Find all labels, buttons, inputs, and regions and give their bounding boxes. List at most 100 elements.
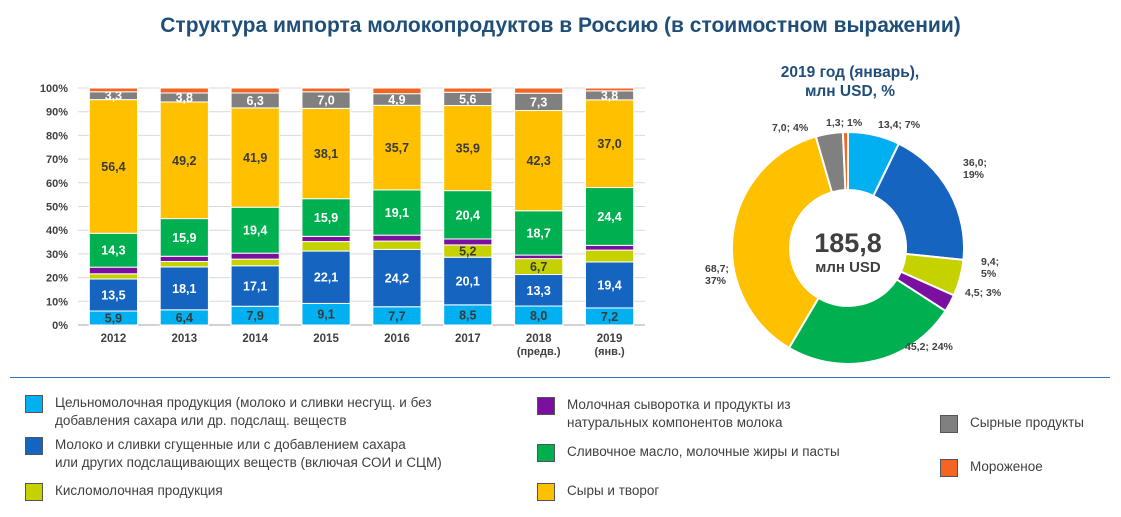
donut-label-cheese_products: 7,0; 4%	[772, 122, 809, 134]
x-tick-label-2012: 2012	[101, 333, 127, 345]
x-tick-label-2018: 2018	[526, 333, 552, 345]
x-tick-label-2017: 2017	[455, 333, 481, 345]
data-label-whole-2018: 8,0	[530, 309, 547, 323]
data-label-butter-2018: 18,7	[527, 226, 551, 240]
bar-segment-whey-2014	[230, 252, 280, 260]
data-label-whole-2016: 7,7	[388, 309, 405, 323]
legend-label-cheese-products: Сырные продукты	[970, 415, 1084, 430]
y-tick-label: 80%	[46, 130, 68, 142]
legend-swatch-whole	[25, 395, 43, 413]
donut-label-cheese: 68,7; 37%	[705, 263, 729, 287]
data-label-cheese-2018: 42,3	[527, 154, 551, 168]
x-tick-sublabel-2018: (предв.)	[517, 346, 561, 358]
data-label-cheese_products-2016: 4,9	[388, 93, 405, 107]
legend-swatch-whey	[537, 397, 555, 415]
bar-segment-condensed-2018	[514, 274, 564, 307]
bar-segment-ice_cream-2012	[88, 87, 139, 93]
legend-item-cheese-products: Сырные продукты	[940, 414, 1084, 433]
bar-segment-butter-2015	[301, 198, 351, 237]
bar-segment-ice_cream-2013	[159, 87, 209, 94]
data-label-cheese-2014: 41,9	[243, 151, 267, 165]
legend-item-condensed: Молоко и сливки сгущенные или с добавлен…	[25, 436, 442, 472]
y-tick-label: 20%	[46, 273, 68, 285]
y-tick-label: 100%	[40, 83, 68, 95]
data-label-whole-2014: 7,9	[246, 309, 263, 323]
y-tick-label: 30%	[46, 249, 68, 261]
data-label-cheese-2015: 38,1	[314, 147, 338, 161]
bar-segment-whey-2018	[514, 254, 564, 260]
bar-segment-cheese-2012	[88, 99, 139, 234]
bar-segment-sour-2013	[159, 260, 209, 268]
bar-segment-condensed-2012	[88, 278, 139, 312]
donut-center-value: 185,8	[814, 228, 882, 258]
data-label-condensed-2017: 20,1	[456, 275, 480, 289]
data-label-whole-2019: 7,2	[601, 310, 618, 324]
bar-segment-butter-2013	[159, 218, 209, 257]
donut-slice-ice_cream	[841, 130, 849, 192]
data-label-cheese_products-2019: 3,8	[601, 89, 618, 103]
y-tick-label: 10%	[46, 296, 68, 308]
legend-item-butter: Сливочное масло, молочные жиры и пасты	[537, 443, 840, 462]
bar-segment-condensed-2017	[443, 256, 493, 306]
x-tick-label-2019: 2019	[597, 333, 623, 345]
y-tick-label: 40%	[46, 225, 68, 237]
bar-segment-sour-2014	[230, 258, 280, 267]
bar-segment-cheese-2017	[443, 105, 493, 192]
data-label-butter-2016: 19,1	[385, 206, 409, 220]
data-label-cheese_products-2017: 5,6	[459, 92, 476, 106]
bar-segment-butter-2016	[372, 189, 422, 236]
data-label-cheese-2017: 35,9	[456, 142, 480, 156]
data-label-cheese_products-2013: 3,8	[176, 91, 193, 105]
data-label-whole-2013: 6,4	[176, 311, 193, 325]
x-tick-sublabel-2019: (янв.)	[594, 346, 625, 358]
donut-label-whey: 4,5; 3%	[965, 287, 1002, 299]
bar-segment-sour-2019	[584, 249, 635, 263]
legend-swatch-cheese-products	[940, 415, 958, 433]
legend-divider	[10, 377, 1110, 378]
data-label-cheese-2019: 37,0	[597, 137, 621, 151]
bar-segment-cheese-2014	[230, 107, 280, 208]
y-tick-label: 0%	[52, 320, 68, 332]
y-tick-label: 50%	[46, 202, 68, 214]
legend-swatch-condensed	[25, 437, 43, 455]
bar-segment-sour-2012	[88, 273, 139, 280]
bar-segment-ice_cream-2017	[443, 87, 493, 93]
bar-segment-whey-2013	[159, 255, 209, 262]
bar-segment-whey-2016	[372, 234, 422, 242]
data-label-sour-2018: 6,7	[530, 260, 547, 274]
bar-segment-cheese-2015	[301, 107, 351, 200]
donut-label-ice_cream: 1,3; 1%	[826, 117, 863, 129]
donut-label-whole: 13,4; 7%	[878, 119, 921, 131]
legend-item-sour: Кисломолочная продукция	[25, 482, 223, 501]
legend: Цельномолочная продукция (молоко и сливк…	[0, 380, 1121, 517]
bar-segment-whey-2017	[443, 238, 493, 246]
x-tick-label-2013: 2013	[172, 333, 198, 345]
data-label-cheese_products-2014: 6,3	[246, 94, 263, 108]
y-tick-label: 70%	[46, 154, 68, 166]
data-label-whole-2012: 5,9	[105, 312, 122, 326]
data-label-sour-2017: 5,2	[459, 245, 476, 259]
chart-title: Структура импорта молокопродуктов в Росс…	[160, 14, 961, 37]
legend-label-whey: Молочная сыворотка и продукты из натурал…	[567, 397, 791, 430]
bar-segment-sour-2016	[372, 240, 422, 250]
legend-item-whole: Цельномолочная продукция (молоко и сливк…	[25, 394, 432, 430]
donut-title-line1: 2019 год (январь),	[780, 64, 920, 81]
stacked-bar-chart: 0% 10% 20% 30% 40% 50% 60% 70% 80% 90% 100% 5,9 13,5…	[40, 83, 645, 358]
bar-segment-cheese-2018	[514, 110, 564, 212]
bar-segment-ice_cream-2018	[514, 87, 564, 94]
legend-label-ice-cream: Мороженое	[970, 459, 1043, 474]
x-tick-label-2015: 2015	[313, 333, 339, 345]
data-label-condensed-2015: 22,1	[314, 271, 338, 285]
legend-label-cheese: Сыры и творог	[567, 483, 660, 498]
legend-swatch-butter	[537, 444, 555, 462]
x-tick-label-2016: 2016	[384, 333, 410, 345]
data-label-condensed-2016: 24,2	[385, 272, 409, 286]
data-label-condensed-2013: 18,1	[172, 282, 196, 296]
donut-label-sour: 9,4; 5%	[981, 256, 999, 280]
legend-label-condensed: Молоко и сливки сгущенные или с добавлен…	[55, 437, 442, 470]
bar-segment-condensed-2015	[301, 250, 351, 304]
legend-swatch-sour	[25, 483, 43, 501]
bar-segment-cheese-2016	[372, 104, 422, 191]
data-label-whole-2015: 9,1	[317, 308, 334, 322]
data-label-butter-2012: 14,3	[101, 244, 125, 258]
